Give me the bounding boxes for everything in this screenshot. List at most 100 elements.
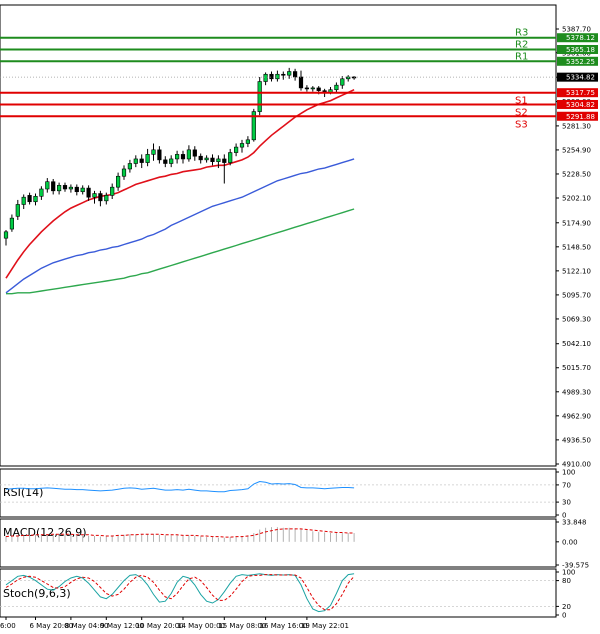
candle — [163, 156, 168, 168]
candle-body — [68, 186, 73, 190]
candle-body — [163, 159, 168, 164]
level-price-tag-r2 — [557, 45, 598, 55]
rsi-axis-tick-label: 0 — [562, 512, 566, 520]
stochastic-axis-tick-label: 0 — [562, 612, 566, 620]
candle-body — [86, 187, 91, 198]
price-axis-tick-label: 5015.70 — [562, 364, 591, 372]
stochastic-label: Stoch(9,6,3) — [3, 587, 71, 600]
candle — [175, 150, 180, 164]
candle — [45, 178, 50, 193]
candle — [21, 194, 26, 210]
candle-body — [222, 158, 227, 163]
level-price-tag-r3 — [557, 33, 598, 43]
candle — [86, 185, 91, 201]
price-axis-tick-label: 5069.30 — [562, 315, 591, 323]
price-axis-tick-label: 5387.70 — [562, 26, 591, 34]
candle — [310, 86, 315, 92]
candle — [239, 139, 245, 153]
candle-body — [175, 154, 180, 160]
moving-average-mid-line — [5, 158, 355, 294]
level-price-tag-s2 — [557, 99, 598, 109]
level-price-tag-r1 — [557, 56, 598, 66]
candle-body — [127, 163, 133, 170]
macd-axis-tick-label: 0.00 — [562, 538, 578, 546]
candle-body — [216, 158, 221, 162]
candle — [121, 165, 127, 180]
candle-body — [56, 185, 62, 192]
time-tick-label: 6:00 — [0, 622, 16, 630]
candle-body — [110, 186, 115, 196]
candle — [62, 182, 68, 192]
time-tick-label: 15 May 08:00 — [218, 622, 266, 630]
candle — [68, 184, 73, 193]
candle-body — [39, 188, 44, 197]
candle — [80, 185, 85, 195]
time-axis: 6:00 6 May 20:008 May 04:009 May 12:0010 … — [0, 617, 349, 630]
candle-body — [281, 73, 286, 76]
stochastic-k-line — [5, 573, 355, 613]
level-name-s1: S1 — [515, 96, 528, 107]
candle — [234, 143, 239, 157]
candle-body — [21, 196, 26, 205]
candle-body — [51, 181, 56, 192]
candle-body — [304, 87, 310, 90]
candle — [287, 67, 292, 79]
candle — [3, 229, 9, 246]
candle — [334, 82, 339, 93]
price-axis-tick-label: 4910.00 — [562, 461, 591, 469]
time-tick-label: 14 May 00:00 — [177, 622, 225, 630]
candle-body — [298, 76, 304, 89]
candle — [275, 70, 280, 82]
level-name-r3: R3 — [515, 28, 528, 39]
level-name-s3: S3 — [515, 119, 528, 130]
macd-axis-tick-label: 33.848 — [562, 519, 587, 527]
candle-body — [62, 185, 68, 190]
candle-body — [15, 204, 20, 217]
candle-body — [210, 157, 215, 162]
macd-axis: 33.848 0.00 -39.575 — [556, 519, 589, 570]
candle-body — [316, 87, 321, 91]
candle — [33, 193, 38, 206]
candle-body — [257, 81, 262, 112]
candle-body — [340, 78, 345, 86]
candle-body — [310, 87, 315, 90]
macd-signal-line — [5, 528, 355, 538]
candle-body — [139, 158, 144, 163]
candle — [39, 186, 44, 200]
candle-body — [33, 195, 38, 203]
candle — [157, 146, 162, 164]
candle — [192, 146, 197, 161]
candle-body — [104, 195, 109, 202]
candle-body — [169, 158, 174, 164]
candle — [222, 154, 227, 184]
candle — [127, 159, 133, 173]
candle — [92, 190, 97, 204]
candle — [292, 68, 298, 81]
candle — [110, 183, 115, 200]
level-name-s2: S2 — [515, 107, 528, 118]
candle-body — [198, 155, 203, 161]
level-price-tag-s1 — [557, 88, 598, 98]
level-price-label-s3: 5291.88 — [566, 113, 595, 121]
level-price-label-r1: 5352.25 — [566, 58, 595, 66]
candle — [104, 192, 109, 205]
candle-body — [151, 149, 156, 155]
moving-average-slow-line — [6, 208, 355, 295]
macd-axis-tick-label: -39.575 — [562, 562, 589, 570]
time-tick-label: 19 May 22:01 — [301, 622, 349, 630]
candle-body — [228, 152, 233, 163]
rsi-axis-tick-label: 70 — [562, 481, 571, 489]
stochastic-d-line — [5, 574, 355, 611]
candle-body — [145, 154, 150, 163]
candle — [98, 190, 103, 207]
stochastic-axis-tick-label: 20 — [562, 603, 571, 611]
candle — [116, 172, 121, 191]
candle-body — [133, 158, 138, 164]
price-axis-tick-label: 5228.50 — [562, 170, 591, 178]
candle — [51, 178, 56, 195]
candle — [186, 145, 192, 162]
